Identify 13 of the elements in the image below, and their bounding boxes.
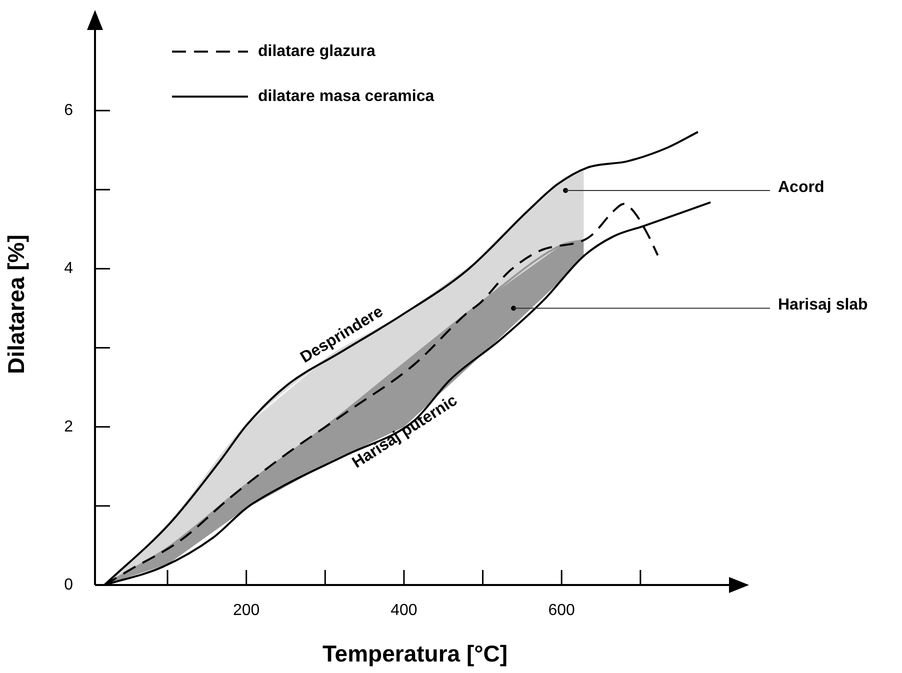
legend-label: dilatare masa ceramica <box>258 88 434 106</box>
y-tick-label: 2 <box>64 418 74 436</box>
y-tick-label: 6 <box>64 102 74 119</box>
x-tick-label: 200 <box>232 602 260 620</box>
y-axis-title: Dilatarea [%] <box>3 234 30 374</box>
annotation: Acord <box>778 178 824 196</box>
x-axis-title: Temperatura [°C] <box>322 640 508 667</box>
annotation: Harisaj slab <box>778 296 868 314</box>
legend-label: dilatare glazura <box>258 43 376 60</box>
x-tick-label: 400 <box>390 602 418 620</box>
y-tick-label: 0 <box>64 576 74 594</box>
y-tick-label: 4 <box>64 260 74 278</box>
x-tick-label: 600 <box>548 602 576 620</box>
